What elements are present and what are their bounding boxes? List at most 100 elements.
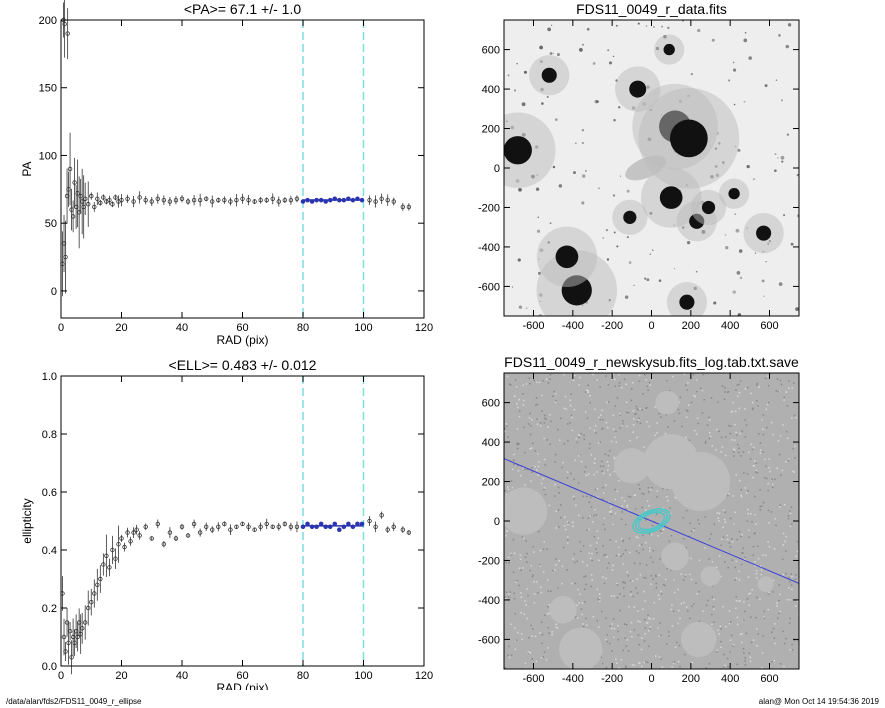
noise-pixel <box>622 539 624 541</box>
noise-pixel <box>545 658 548 661</box>
noise-pixel <box>743 558 746 560</box>
noise-pixel <box>514 639 517 642</box>
noise-pixel <box>779 663 782 665</box>
noise-pixel <box>762 428 764 431</box>
noise-pixel <box>720 451 722 453</box>
noise-pixel <box>574 582 577 585</box>
x-tick-label: 200 <box>682 673 700 685</box>
background-star <box>777 157 779 159</box>
noise-pixel <box>641 506 644 509</box>
noise-pixel <box>645 407 648 409</box>
noise-pixel <box>632 431 634 433</box>
fit-point <box>318 521 324 527</box>
noise-pixel <box>518 443 520 445</box>
noise-pixel <box>726 538 729 541</box>
noise-pixel <box>729 546 732 548</box>
noise-pixel <box>627 495 630 498</box>
noise-pixel <box>532 628 534 630</box>
noise-pixel <box>611 650 613 652</box>
data-point <box>113 556 118 561</box>
noise-pixel <box>505 591 508 593</box>
background-star <box>525 307 528 310</box>
noise-pixel <box>649 626 652 628</box>
background-star <box>549 222 552 225</box>
noise-pixel <box>616 584 619 586</box>
background-star <box>774 153 777 156</box>
noise-pixel <box>602 472 605 475</box>
noise-pixel <box>517 464 519 467</box>
noise-pixel <box>671 625 674 627</box>
background-star <box>787 23 792 27</box>
noise-pixel <box>734 410 737 413</box>
noise-pixel <box>744 664 747 666</box>
noise-pixel <box>548 632 550 634</box>
noise-pixel <box>785 535 788 538</box>
noise-pixel <box>638 552 640 554</box>
noise-pixel <box>686 410 689 412</box>
data-point <box>98 576 103 582</box>
noise-pixel <box>748 604 750 606</box>
noise-pixel <box>685 606 688 608</box>
noise-pixel <box>610 510 613 512</box>
noise-pixel <box>552 569 554 572</box>
data-point <box>222 521 227 527</box>
noise-pixel <box>613 595 616 597</box>
noise-pixel <box>642 393 644 395</box>
noise-pixel <box>620 518 623 521</box>
noise-pixel <box>595 514 598 516</box>
background-star <box>507 74 510 77</box>
data-point <box>197 530 203 535</box>
footer-timestamp: alan@ Mon Oct 14 19:54:36 2019 <box>758 697 879 706</box>
noise-pixel <box>787 517 790 520</box>
noise-pixel <box>759 509 761 511</box>
noise-pixel <box>616 397 619 399</box>
noise-pixel <box>584 391 587 393</box>
noise-pixel <box>528 652 531 654</box>
noise-pixel <box>533 379 536 382</box>
noise-pixel <box>539 565 542 567</box>
noise-pixel <box>505 535 507 537</box>
noise-pixel <box>738 447 740 450</box>
y-tick-label: 600 <box>482 398 500 410</box>
y-tick-label: 0.6 <box>42 487 57 499</box>
noise-pixel <box>590 574 593 576</box>
background-star <box>780 99 784 102</box>
bright-star <box>555 245 579 269</box>
noise-pixel <box>537 474 539 476</box>
noise-pixel <box>743 601 745 603</box>
noise-pixel <box>777 390 779 393</box>
background-star <box>734 213 737 216</box>
noise-pixel <box>531 575 534 578</box>
background-star <box>778 282 783 286</box>
noise-pixel <box>720 436 723 439</box>
noise-pixel <box>620 538 623 540</box>
noise-pixel <box>643 446 646 448</box>
noise-pixel <box>678 644 681 647</box>
background-star <box>796 214 799 218</box>
noise-pixel <box>746 520 749 522</box>
noise-pixel <box>564 516 566 518</box>
fit-point <box>305 521 310 527</box>
noise-pixel <box>755 471 757 473</box>
noise-pixel <box>555 626 558 628</box>
noise-pixel <box>660 530 663 533</box>
noise-pixel <box>622 581 624 584</box>
noise-pixel <box>596 588 599 591</box>
noise-pixel <box>656 432 658 434</box>
background-star <box>651 249 654 252</box>
background-star <box>613 231 616 234</box>
noise-pixel <box>596 379 599 381</box>
noise-pixel <box>786 437 789 440</box>
noise-pixel <box>654 406 657 408</box>
noise-pixel <box>515 581 518 584</box>
background-star <box>594 99 599 104</box>
noise-pixel <box>686 389 688 391</box>
noise-pixel <box>609 625 611 628</box>
data-point <box>373 524 378 529</box>
noise-pixel <box>542 477 544 480</box>
data-point <box>234 524 239 529</box>
noise-pixel <box>644 600 646 602</box>
noise-pixel <box>524 556 527 558</box>
data-point <box>252 527 257 532</box>
noise-pixel <box>654 434 656 436</box>
